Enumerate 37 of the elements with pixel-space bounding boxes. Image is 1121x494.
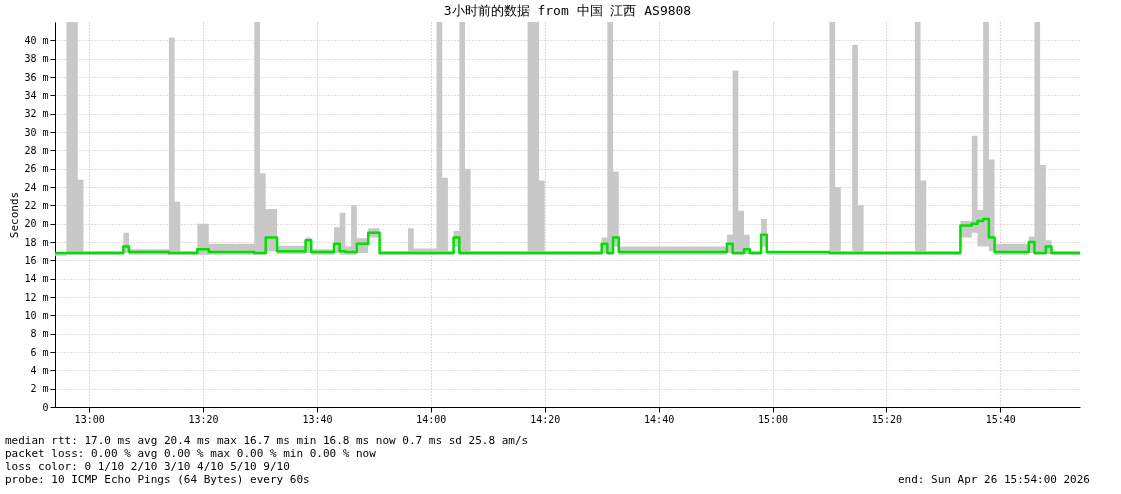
y-tick-label: 34 m (24, 89, 49, 101)
y-tick-label: 22 m (24, 199, 49, 211)
text: packet loss: 0.00 % avg 0.00 % max 0.00 % min 0.00 % now (5, 446, 377, 460)
y-tick-label: 36 m (24, 71, 49, 83)
y-axis-title: Seconds (8, 191, 22, 239)
y-tick-label: 8 m (30, 328, 49, 340)
y-tick-label: 20 m (24, 218, 49, 230)
x-tick-label: 14:20 (530, 413, 561, 425)
x-tick-label: 14:40 (644, 413, 675, 425)
text: probe: 10 ICMP Echo Pings (64 Bytes) every 60s (5, 472, 310, 486)
x-tick-label: 13:40 (302, 413, 333, 425)
y-tick-label: 38 m (24, 53, 49, 65)
y-tick-label: 4 m (30, 364, 49, 376)
y-tick-label: 10 m (24, 309, 49, 321)
y-tick-label: 18 m (24, 236, 49, 248)
y-tick-label: 32 m (24, 108, 49, 120)
y-tick-label: 30 m (24, 126, 49, 138)
x-tick-label: 15:20 (871, 413, 902, 425)
y-tick-label: 40 m (24, 34, 49, 46)
chart-title: 3小时前的数据 from 中国 江西 AS9808 (443, 3, 692, 18)
y-tick-label: 28 m (24, 144, 49, 156)
y-tick-label: 16 m (24, 254, 49, 266)
x-tick-label: 15:40 (985, 413, 1016, 425)
x-tick-label: 13:00 (74, 413, 105, 425)
x-tick-label: 14:00 (416, 413, 447, 425)
text: end: Sun Apr 26 15:54:00 2026 (897, 472, 1090, 486)
y-tick-label: 2 m (30, 383, 49, 395)
text: median rtt: 17.0 ms avg 20.4 ms max 16.7 ms min 16.8 ms now 0.7 ms sd 25.8 am/s (5, 433, 529, 447)
y-tick-label: 26 m (24, 163, 49, 175)
y-tick-label: 14 m (24, 273, 49, 285)
x-tick-label: 13:20 (188, 413, 219, 425)
y-tick-label: 0 (42, 401, 49, 413)
x-tick-label: 15:00 (757, 413, 789, 425)
y-tick-label: 24 m (24, 181, 49, 193)
y-tick-label: 6 m (30, 346, 49, 358)
text: loss color: 0 1/10 2/10 3/10 4/10 5/10 9/10 (5, 459, 290, 473)
y-tick-label: 12 m (24, 291, 49, 303)
